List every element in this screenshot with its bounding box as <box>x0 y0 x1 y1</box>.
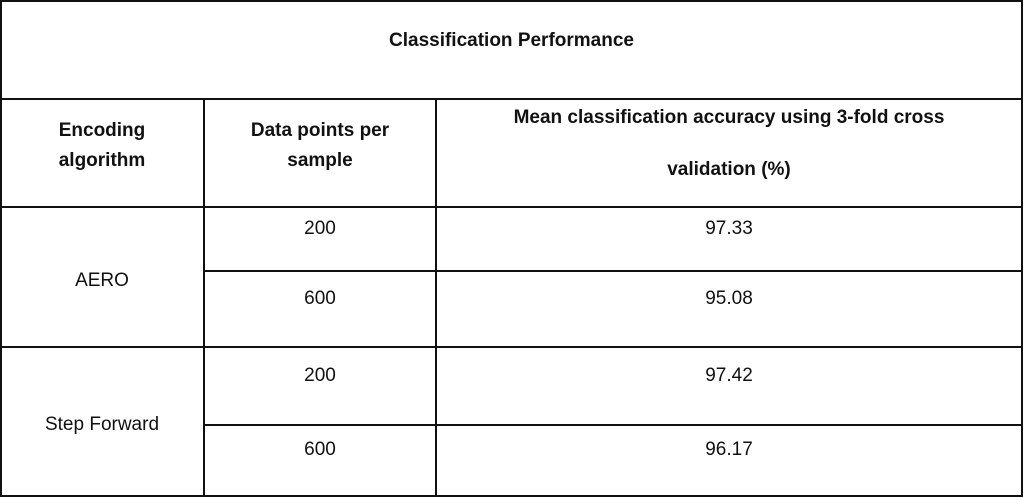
border <box>0 98 1023 100</box>
accuracy-cell: 97.33 <box>436 210 1022 248</box>
points-cell: 200 <box>204 210 436 248</box>
border <box>0 0 1023 2</box>
accuracy-cell: 96.17 <box>436 426 1022 474</box>
points-cell: 200 <box>204 350 436 402</box>
header-text: Mean classification accuracy using 3-fol… <box>513 107 945 180</box>
algorithm-cell: AERO <box>0 214 204 347</box>
header-text: Encoding algorithm <box>58 120 146 171</box>
header-cell: Data points per sample <box>204 100 436 192</box>
algorithm-cell-text: Step Forward <box>44 414 160 435</box>
border <box>204 424 1023 426</box>
points-cell-text: 600 <box>304 287 336 309</box>
accuracy-cell-text: 97.42 <box>705 365 753 386</box>
border <box>0 206 1023 208</box>
border <box>435 98 437 497</box>
accuracy-cell: 95.08 <box>436 272 1022 325</box>
border <box>0 346 1023 348</box>
border <box>1021 0 1023 497</box>
points-cell: 600 <box>204 426 436 474</box>
border <box>203 98 205 497</box>
accuracy-cell: 97.42 <box>436 350 1022 402</box>
accuracy-cell-text: 97.33 <box>705 218 753 239</box>
title-text: Classification Performance <box>389 30 634 51</box>
points-cell: 600 <box>204 272 436 325</box>
header-cell: Mean classification accuracy using 3-fol… <box>436 100 1022 200</box>
points-cell-text: 200 <box>304 365 336 386</box>
header-text: Data points per sample <box>250 120 390 171</box>
points-cell-text: 200 <box>304 218 336 239</box>
table-title: Classification Performance <box>0 0 1023 82</box>
border <box>0 495 1023 497</box>
algorithm-cell-text: AERO <box>75 269 129 291</box>
algorithm-cell: Step Forward <box>0 354 204 496</box>
accuracy-cell-text: 95.08 <box>705 287 753 309</box>
header-cell: Encoding algorithm <box>0 100 204 192</box>
points-cell-text: 600 <box>304 439 336 460</box>
border <box>204 270 1023 272</box>
accuracy-cell-text: 96.17 <box>705 439 753 460</box>
border <box>0 0 2 497</box>
